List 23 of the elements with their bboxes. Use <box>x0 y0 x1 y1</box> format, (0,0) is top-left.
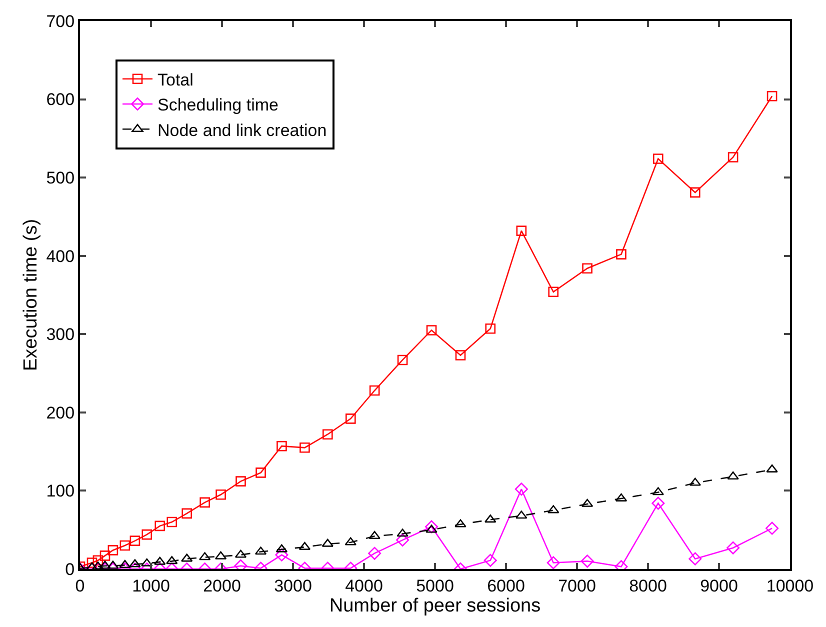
legend-label: Scheduling time <box>158 96 278 115</box>
y-tick-label: 100 <box>46 482 75 501</box>
y-tick-label: 0 <box>65 560 75 579</box>
x-tick-label: 6000 <box>487 576 525 596</box>
y-tick-label: 700 <box>46 12 75 31</box>
y-axis-title: Execution time (s) <box>20 218 42 372</box>
y-tick-label: 600 <box>46 90 75 110</box>
x-tick-label: 4000 <box>345 576 383 596</box>
y-tick-label: 300 <box>46 325 75 344</box>
y-tick-label: 200 <box>46 403 75 422</box>
y-tick-label: 500 <box>46 168 75 188</box>
x-tick-label: 3000 <box>274 576 312 596</box>
x-tick-label: 8000 <box>629 576 667 596</box>
x-tick-label: 9000 <box>700 576 738 596</box>
x-tick-label: 10000 <box>766 576 814 596</box>
y-tick-label: 400 <box>46 246 75 266</box>
legend-label: Total <box>158 70 194 90</box>
x-tick-label: 2000 <box>203 576 241 596</box>
x-tick-label: 1000 <box>132 576 170 596</box>
x-tick-label: 7000 <box>558 576 596 596</box>
x-tick-label: 5000 <box>416 576 454 596</box>
x-axis-title: Number of peer sessions <box>329 595 541 616</box>
legend-label: Node and link creation <box>158 120 327 140</box>
